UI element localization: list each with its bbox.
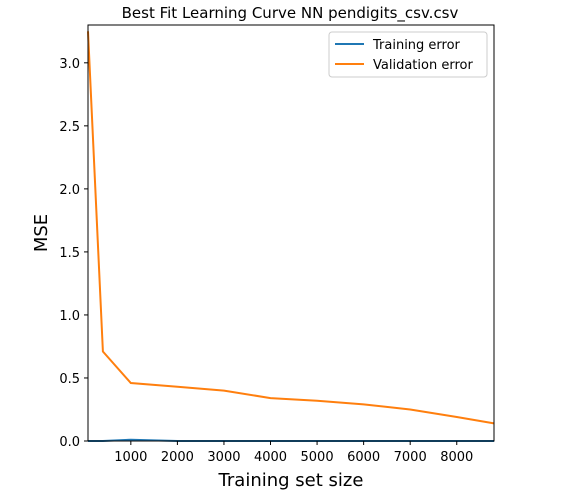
x-tick-label: 2000 <box>161 450 194 465</box>
x-tick-label: 4000 <box>254 450 287 465</box>
y-axis-label: MSE <box>31 214 52 252</box>
x-tick-label: 5000 <box>301 450 334 465</box>
x-tick-label: 7000 <box>394 450 427 465</box>
legend-box <box>328 31 488 78</box>
x-axis-label: Training set size <box>218 470 364 491</box>
legend-label-training-error: Training error <box>372 38 461 53</box>
y-tick-label: 2.0 <box>59 183 80 198</box>
x-tick-label: 8000 <box>440 450 473 465</box>
plot-frame <box>87 24 495 442</box>
y-axis-ticks: 0.0 0.5 1.0 1.5 2.0 2.5 3.0 <box>59 57 88 450</box>
legend-label-validation-error: Validation error <box>373 58 473 73</box>
x-axis-ticks: 1000 2000 3000 4000 5000 6000 7000 8000 <box>114 441 473 465</box>
y-tick-label: 0.0 <box>59 435 80 450</box>
legend: Training error Validation error <box>328 31 488 78</box>
y-tick-label: 2.5 <box>59 120 80 135</box>
y-tick-label: 0.5 <box>59 372 80 387</box>
series-line-validation-error <box>87 31 495 425</box>
chart-title: Best Fit Learning Curve NN pendigits_csv… <box>122 4 459 23</box>
x-tick-label: 3000 <box>207 450 240 465</box>
x-tick-label: 1000 <box>114 450 147 465</box>
plot-lines <box>87 31 495 442</box>
y-tick-label: 3.0 <box>59 57 80 72</box>
y-tick-label: 1.0 <box>59 309 80 324</box>
y-tick-label: 1.5 <box>59 246 80 261</box>
x-tick-label: 6000 <box>347 450 380 465</box>
